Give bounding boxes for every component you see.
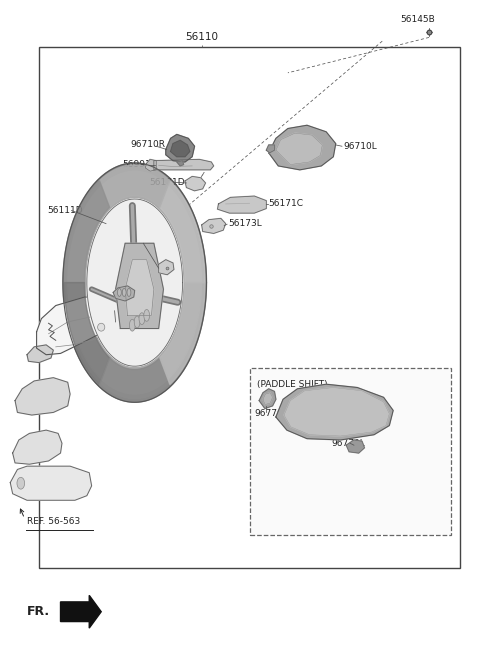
Polygon shape (64, 181, 109, 283)
Text: 56111D: 56111D (48, 206, 83, 215)
Polygon shape (269, 125, 336, 170)
Ellipse shape (134, 316, 140, 328)
Polygon shape (145, 160, 156, 171)
Polygon shape (276, 384, 393, 440)
Polygon shape (263, 393, 273, 405)
Polygon shape (99, 358, 170, 400)
Text: 56171C: 56171C (269, 200, 304, 208)
Polygon shape (65, 167, 204, 399)
Ellipse shape (130, 319, 135, 331)
Polygon shape (276, 133, 323, 165)
Polygon shape (158, 260, 174, 275)
Polygon shape (185, 176, 205, 191)
Polygon shape (160, 181, 205, 283)
Text: 56173R: 56173R (120, 238, 156, 248)
Polygon shape (12, 430, 62, 464)
Polygon shape (170, 141, 190, 157)
Polygon shape (154, 160, 214, 170)
Text: 56171D: 56171D (149, 178, 185, 187)
Polygon shape (160, 283, 205, 384)
Ellipse shape (118, 288, 121, 296)
Polygon shape (99, 165, 170, 208)
Text: 56173L: 56173L (228, 219, 262, 228)
Text: 96770R: 96770R (254, 409, 289, 419)
Polygon shape (113, 286, 135, 301)
Polygon shape (284, 388, 389, 436)
Ellipse shape (97, 323, 105, 331)
Ellipse shape (122, 288, 126, 296)
Polygon shape (217, 196, 266, 213)
Polygon shape (87, 199, 182, 366)
Polygon shape (346, 440, 364, 453)
Polygon shape (266, 145, 275, 153)
Polygon shape (68, 171, 202, 394)
Polygon shape (202, 218, 226, 233)
Ellipse shape (17, 478, 24, 489)
Text: 56110: 56110 (185, 32, 218, 42)
Text: REF. 56-563: REF. 56-563 (27, 518, 80, 526)
Text: 56170B: 56170B (116, 304, 150, 313)
Polygon shape (63, 163, 206, 402)
Polygon shape (166, 135, 194, 162)
Polygon shape (60, 595, 101, 628)
Text: (PADDLE SHIFT): (PADDLE SHIFT) (257, 380, 327, 389)
Polygon shape (36, 297, 130, 355)
Ellipse shape (139, 313, 145, 325)
Polygon shape (10, 466, 92, 500)
Text: 96710L: 96710L (343, 142, 377, 150)
Polygon shape (125, 260, 154, 315)
Text: 56991C: 56991C (122, 160, 157, 169)
Ellipse shape (144, 309, 150, 321)
Text: 96770L: 96770L (331, 439, 365, 447)
Polygon shape (27, 345, 53, 363)
Bar (250, 368, 451, 535)
Polygon shape (15, 378, 70, 415)
Text: 56145B: 56145B (400, 14, 435, 24)
Polygon shape (87, 199, 182, 366)
Ellipse shape (127, 288, 131, 296)
Polygon shape (259, 389, 276, 409)
Bar (39, 47, 460, 568)
Polygon shape (64, 283, 109, 384)
Text: FR.: FR. (27, 605, 50, 618)
Polygon shape (116, 243, 163, 328)
Text: 96710R: 96710R (130, 141, 165, 149)
Polygon shape (177, 161, 183, 166)
